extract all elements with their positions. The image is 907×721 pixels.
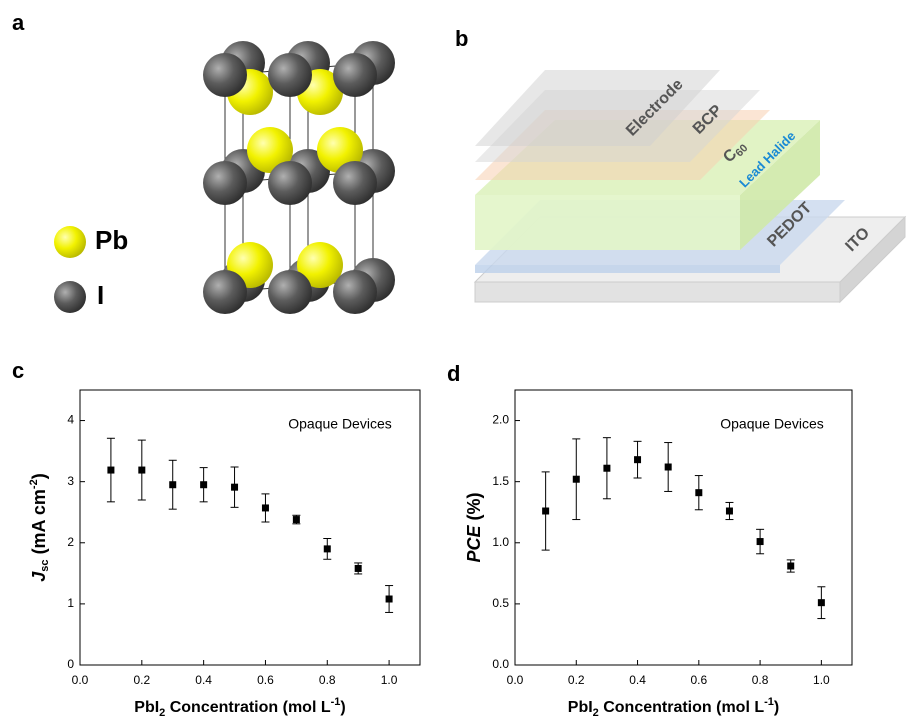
iodine-atom	[203, 161, 247, 205]
annotation: Opaque Devices	[288, 416, 392, 432]
legend-swatch	[54, 226, 86, 258]
data-point	[603, 465, 610, 472]
data-point	[138, 467, 145, 474]
layer	[475, 265, 780, 273]
y-tick-label: 2.0	[492, 413, 509, 427]
crystal-structure	[203, 41, 395, 314]
y-tick-label: 0.0	[492, 657, 509, 671]
y-tick-label: 2	[67, 535, 74, 549]
axis-label-part: (mA cm	[29, 489, 49, 559]
x-tick-label: 0.2	[133, 673, 150, 687]
data-point	[107, 467, 114, 474]
x-axis-label: PbI2 Concentration (mol L-1)	[568, 696, 779, 719]
x-tick-label: 0.0	[507, 673, 524, 687]
x-tick-label: 0.4	[629, 673, 646, 687]
axis-label-part: sc	[39, 559, 51, 571]
data-point	[542, 508, 549, 515]
legend-label: Pb	[95, 225, 128, 255]
axis-label-part: Concentration (mol L	[599, 699, 765, 716]
iodine-atom	[333, 161, 377, 205]
data-point	[757, 538, 764, 545]
data-point	[818, 599, 825, 606]
y-axis-label: Jsc (mA cm-2)	[28, 473, 51, 581]
panel-label: d	[447, 361, 460, 386]
axis-label-part: )	[774, 699, 779, 716]
axis-label-part: -1	[764, 696, 774, 708]
legend-swatch	[54, 281, 86, 313]
data-point	[293, 516, 300, 523]
data-point	[231, 484, 238, 491]
x-tick-label: 1.0	[381, 673, 398, 687]
iodine-atom	[333, 270, 377, 314]
x-axis-label: PbI2 Concentration (mol L-1)	[134, 696, 345, 719]
legend-label: I	[97, 280, 104, 310]
axis-label-part: -2	[28, 479, 40, 489]
data-point	[695, 489, 702, 496]
x-tick-label: 0.6	[690, 673, 707, 687]
iodine-atom	[268, 270, 312, 314]
data-point	[726, 508, 733, 515]
x-tick-label: 1.0	[813, 673, 830, 687]
x-tick-label: 0.4	[195, 673, 212, 687]
annotation: Opaque Devices	[720, 416, 824, 432]
iodine-atom	[203, 53, 247, 97]
y-tick-label: 1.5	[492, 474, 509, 488]
data-point	[262, 504, 269, 511]
y-tick-label: 1.0	[492, 535, 509, 549]
y-tick-label: 0	[67, 657, 74, 671]
iodine-atom	[333, 53, 377, 97]
data-point	[665, 464, 672, 471]
iodine-atom	[268, 161, 312, 205]
y-tick-label: 1	[67, 596, 74, 610]
y-tick-label: 4	[67, 413, 74, 427]
panel-label: c	[12, 358, 24, 383]
y-axis-label: PCE (%)	[464, 492, 484, 562]
x-tick-label: 0.8	[319, 673, 336, 687]
x-tick-label: 0.0	[72, 673, 89, 687]
device-stack: Electrode BCP C60 Lead Halide PEDOT ITO	[475, 70, 905, 302]
data-point	[787, 563, 794, 570]
y-tick-label: 3	[67, 474, 74, 488]
y-tick-label: 0.5	[492, 596, 509, 610]
axis-label-part: )	[29, 473, 49, 479]
axis-label-part: )	[340, 699, 345, 716]
data-point	[200, 481, 207, 488]
data-point	[573, 476, 580, 483]
panel-label: a	[12, 10, 25, 35]
layer	[475, 195, 740, 250]
x-tick-label: 0.2	[568, 673, 585, 687]
panel-label: b	[455, 26, 468, 51]
axis-label-part: (%)	[464, 492, 484, 525]
data-point	[355, 565, 362, 572]
data-point	[386, 596, 393, 603]
figure: a b Pb I Electrode BCP C60 Lead Halide P…	[0, 0, 907, 721]
x-tick-label: 0.6	[257, 673, 274, 687]
axis-label-part: PCE	[464, 525, 484, 563]
data-point	[324, 545, 331, 552]
axis-label-part: Concentration (mol L	[165, 699, 331, 716]
axis-label-part: PbI	[568, 699, 593, 716]
iodine-atom	[203, 270, 247, 314]
x-tick-label: 0.8	[752, 673, 769, 687]
axis-label-part: PbI	[134, 699, 159, 716]
iodine-atom	[268, 53, 312, 97]
data-point	[634, 456, 641, 463]
data-point	[169, 481, 176, 488]
layer	[475, 282, 840, 302]
axis-label-part: -1	[331, 696, 341, 708]
